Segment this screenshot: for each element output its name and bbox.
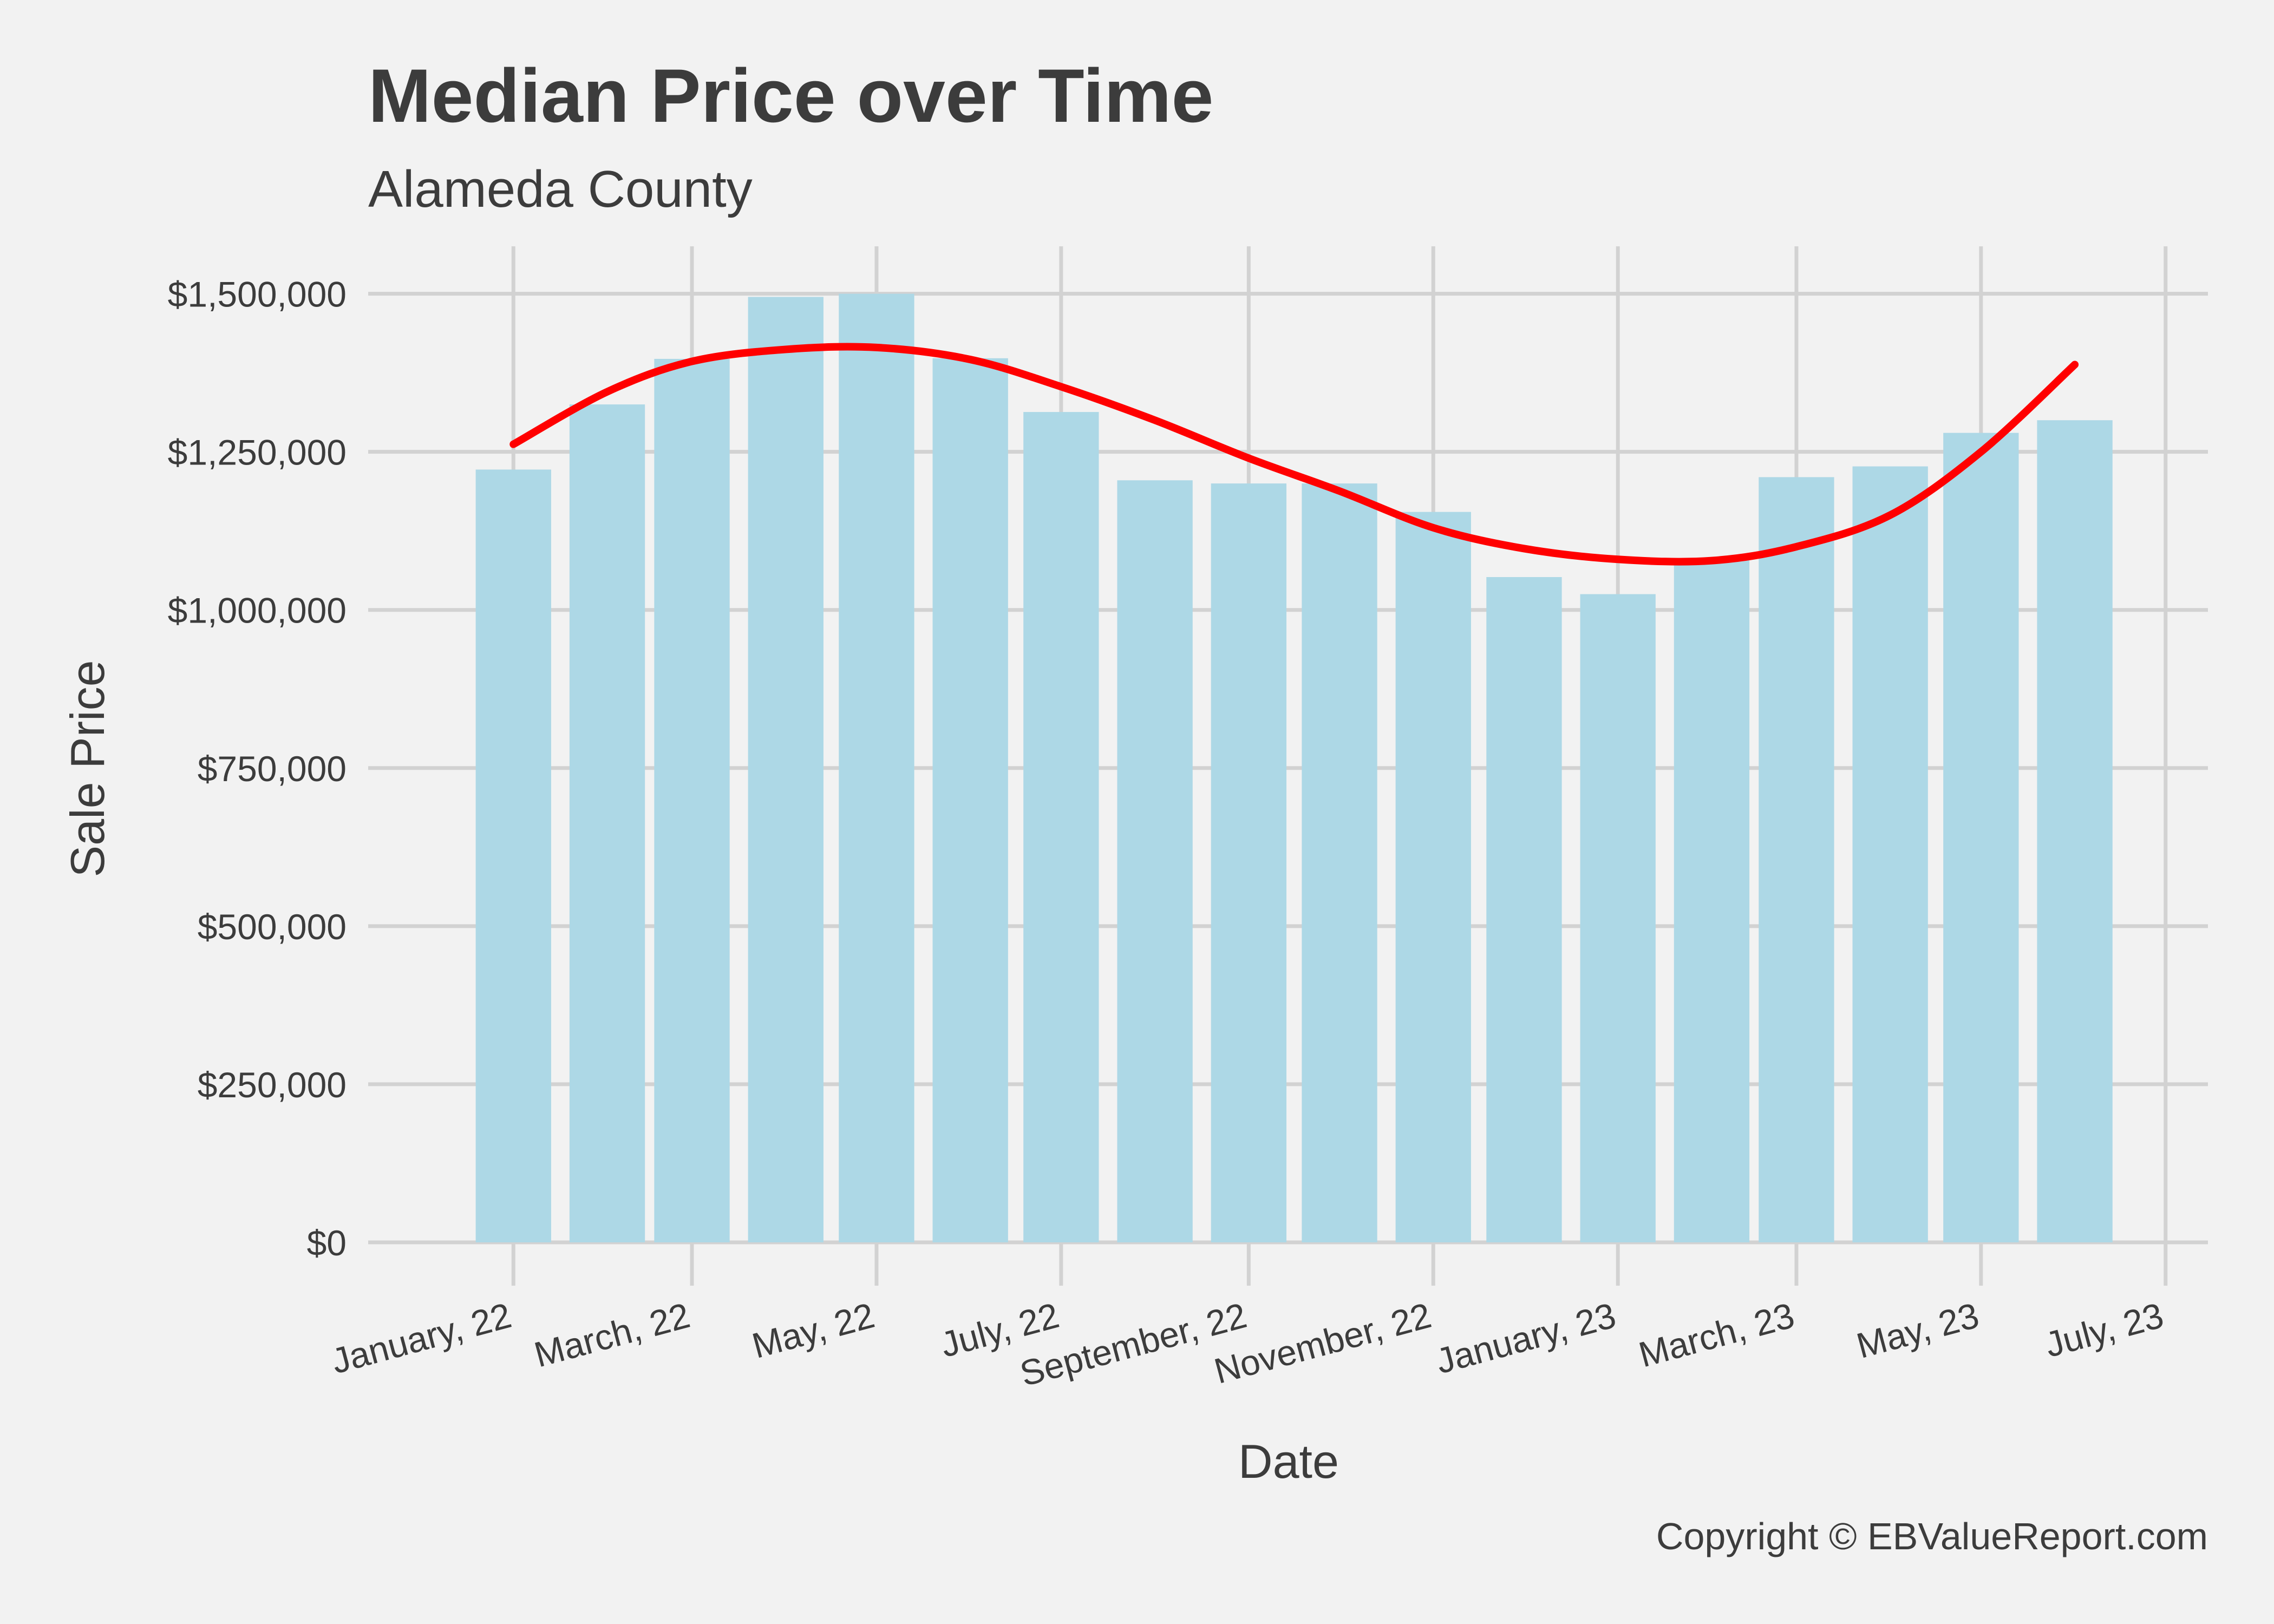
y-tick-label: $1,500,000 bbox=[168, 274, 347, 315]
x-axis-title: Date bbox=[1238, 1435, 1339, 1488]
y-axis-ticks: $0 $250,000 $500,000 $750,000 $1,000,000 $1,2… bbox=[168, 274, 347, 1263]
y-tick-label: $250,000 bbox=[198, 1065, 347, 1105]
bar bbox=[569, 404, 645, 1242]
bar bbox=[1943, 433, 2019, 1242]
x-tick-label: March, 23 bbox=[1635, 1295, 1799, 1374]
bar bbox=[1023, 412, 1099, 1242]
bar bbox=[475, 469, 551, 1242]
bar bbox=[1759, 477, 1834, 1242]
bar bbox=[1674, 559, 1750, 1242]
x-tick-label: May, 23 bbox=[1852, 1295, 1983, 1366]
x-tick-label: March, 22 bbox=[530, 1295, 694, 1374]
bar bbox=[1211, 483, 1287, 1242]
x-tick-label: July, 23 bbox=[2041, 1295, 2167, 1365]
bar bbox=[748, 297, 824, 1242]
trend-line bbox=[509, 343, 2079, 566]
trend-line-group bbox=[509, 343, 2079, 566]
y-tick-label: $1,000,000 bbox=[168, 591, 347, 631]
bar bbox=[654, 358, 730, 1242]
y-tick-label: $0 bbox=[307, 1223, 347, 1263]
bar bbox=[932, 358, 1008, 1242]
bar bbox=[1395, 512, 1471, 1242]
bars bbox=[475, 293, 2113, 1243]
bar bbox=[2037, 420, 2113, 1243]
bar bbox=[1302, 483, 1377, 1242]
copyright-caption: Copyright © EBValueReport.com bbox=[1656, 1515, 2208, 1557]
y-tick-label: $750,000 bbox=[198, 749, 347, 789]
x-tick-label: May, 22 bbox=[748, 1295, 878, 1366]
bar bbox=[1486, 577, 1562, 1242]
bar bbox=[839, 293, 914, 1242]
y-tick-label: $1,250,000 bbox=[168, 433, 347, 473]
bar bbox=[1117, 480, 1193, 1243]
bar bbox=[1580, 594, 1656, 1242]
chart-subtitle: Alameda County bbox=[368, 160, 753, 218]
chart-title: Median Price over Time bbox=[368, 53, 1213, 138]
y-tick-label: $500,000 bbox=[198, 907, 347, 947]
x-tick-label: January, 23 bbox=[1432, 1295, 1620, 1381]
x-axis-ticks: January, 22 March, 22 May, 22 July, 22Septe… bbox=[327, 1242, 2167, 1394]
bar bbox=[1852, 466, 1928, 1242]
x-tick-label: January, 22 bbox=[327, 1295, 515, 1381]
y-axis-title: Sale Price bbox=[61, 660, 114, 877]
